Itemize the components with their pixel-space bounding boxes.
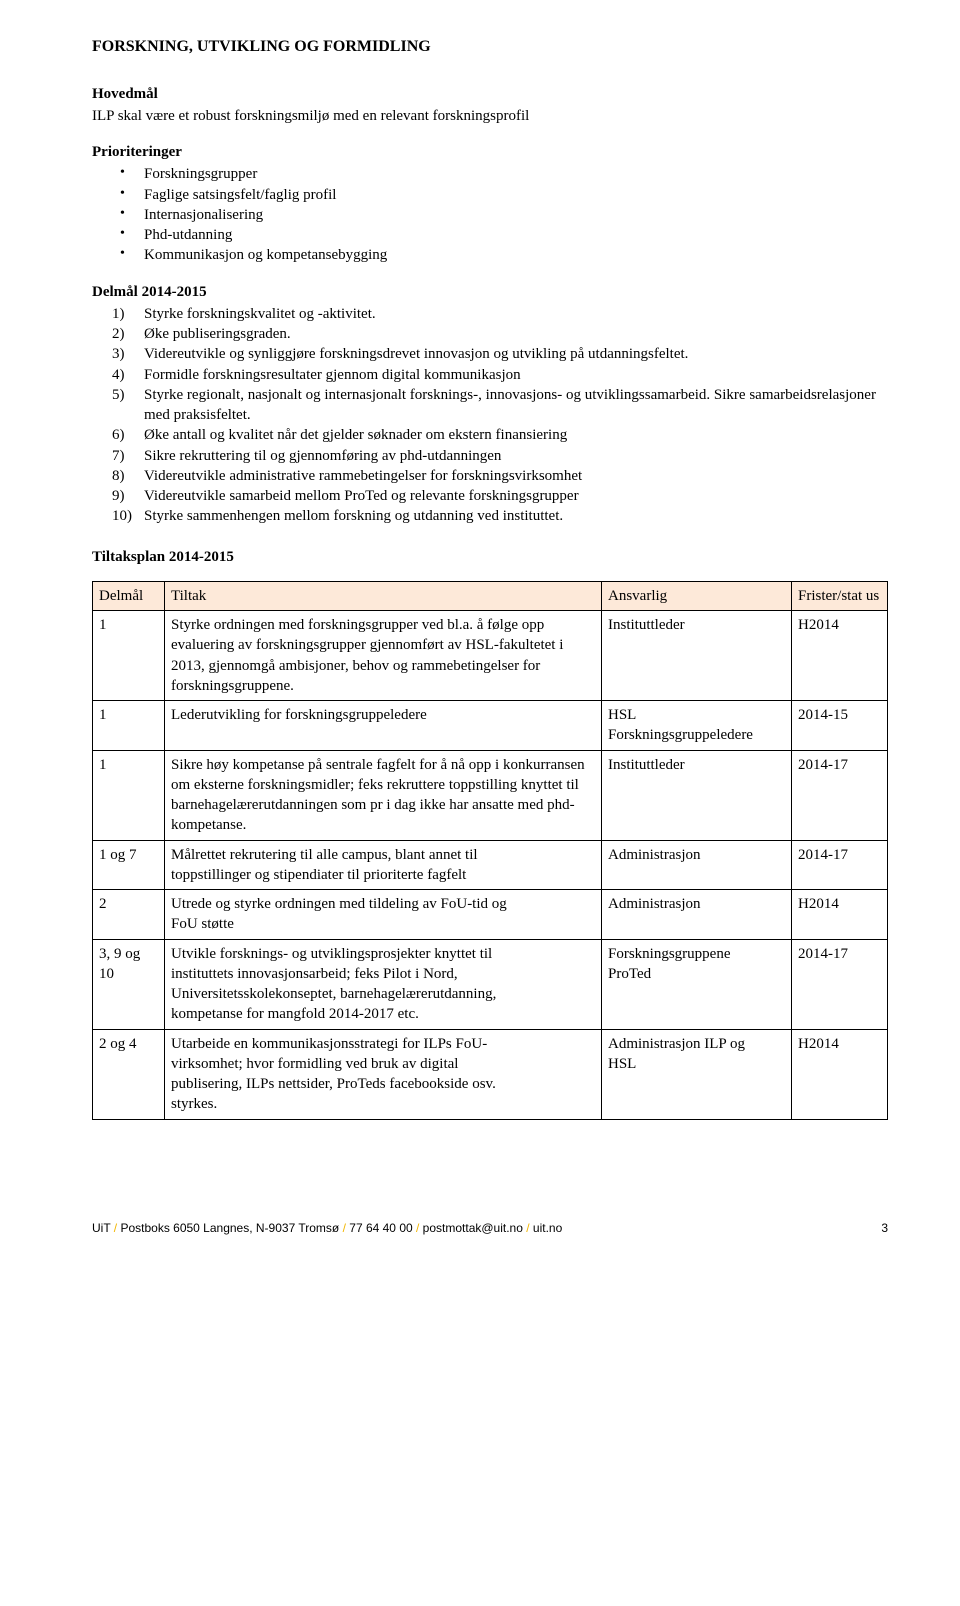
cell-delmal: 1 (93, 701, 165, 751)
table-body: 1Styrke ordningen med forskningsgrupper … (93, 611, 888, 1120)
cell-delmal: 1 og 7 (93, 840, 165, 890)
table-row: 3, 9 og 10Utvikle forsknings- og utvikli… (93, 939, 888, 1029)
cell-ansvarlig: HSLForskningsgruppeledere (602, 701, 792, 751)
prioriteringer-list: Forskningsgrupper Faglige satsingsfelt/f… (92, 164, 888, 265)
cell-tiltak: Målrettet rekrutering til alle campus, b… (165, 840, 602, 890)
cell-tiltak: Sikre høy kompetanse på sentrale fagfelt… (165, 750, 602, 840)
cell-tiltak: Utrede og styrke ordningen med tildeling… (165, 890, 602, 940)
cell-delmal: 1 (93, 611, 165, 701)
th-ansvarlig: Ansvarlig (602, 581, 792, 610)
delmal-list: Styrke forskningskvalitet og -aktivitet.… (92, 304, 888, 527)
cell-tiltak: Lederutvikling for forskningsgruppeleder… (165, 701, 602, 751)
list-item: Forskningsgrupper (144, 164, 888, 184)
list-item: Styrke forskningskvalitet og -aktivitet. (144, 304, 888, 324)
hovedmal-text: ILP skal være et robust forskningsmiljø … (92, 106, 888, 126)
cell-frist: H2014 (792, 611, 888, 701)
cell-delmal: 3, 9 og 10 (93, 939, 165, 1029)
cell-frist: 2014-17 (792, 750, 888, 840)
cell-tiltak: Utvikle forsknings- og utviklingsprosjek… (165, 939, 602, 1029)
cell-frist: H2014 (792, 890, 888, 940)
cell-delmal: 2 (93, 890, 165, 940)
cell-frist: 2014-17 (792, 840, 888, 890)
cell-ansvarlig: Instituttleder (602, 611, 792, 701)
cell-ansvarlig: ForskningsgruppeneProTed (602, 939, 792, 1029)
cell-ansvarlig: Administrasjon (602, 840, 792, 890)
cell-frist: 2014-17 (792, 939, 888, 1029)
footer-page-number: 3 (881, 1220, 888, 1236)
hovedmal-heading: Hovedmål (92, 84, 888, 104)
table-row: 2Utrede og styrke ordningen med tildelin… (93, 890, 888, 940)
cell-delmal: 1 (93, 750, 165, 840)
table-row: 2 og 4Utarbeide en kommunikasjonsstrateg… (93, 1029, 888, 1119)
list-item: Øke publiseringsgraden. (144, 324, 888, 344)
cell-frist: H2014 (792, 1029, 888, 1119)
list-item: Internasjonalisering (144, 205, 888, 225)
prioriteringer-heading: Prioriteringer (92, 142, 888, 162)
cell-ansvarlig: Administrasjon (602, 890, 792, 940)
table-row: 1Styrke ordningen med forskningsgrupper … (93, 611, 888, 701)
page-footer: UiT / Postboks 6050 Langnes, N-9037 Trom… (0, 1220, 960, 1256)
table-row: 1Lederutvikling for forskningsgruppelede… (93, 701, 888, 751)
th-tiltak: Tiltak (165, 581, 602, 610)
cell-ansvarlig: Instituttleder (602, 750, 792, 840)
cell-ansvarlig: Administrasjon ILP ogHSL (602, 1029, 792, 1119)
list-item: Phd-utdanning (144, 225, 888, 245)
footer-address: UiT / Postboks 6050 Langnes, N-9037 Trom… (92, 1220, 562, 1236)
page-title: FORSKNING, UTVIKLING OG FORMIDLING (92, 36, 888, 58)
table-row: 1 og 7Målrettet rekrutering til alle cam… (93, 840, 888, 890)
list-item: Videreutvikle samarbeid mellom ProTed og… (144, 486, 888, 506)
list-item: Styrke sammenhengen mellom forskning og … (144, 506, 888, 526)
cell-frist: 2014-15 (792, 701, 888, 751)
cell-tiltak: Utarbeide en kommunikasjonsstrategi for … (165, 1029, 602, 1119)
cell-delmal: 2 og 4 (93, 1029, 165, 1119)
list-item: Kommunikasjon og kompetansebygging (144, 245, 888, 265)
cell-tiltak: Styrke ordningen med forskningsgrupper v… (165, 611, 602, 701)
th-frist: Frister/stat us (792, 581, 888, 610)
list-item: Videreutvikle og synliggjøre forskningsd… (144, 344, 888, 364)
th-delmal: Delmål (93, 581, 165, 610)
table-row: 1Sikre høy kompetanse på sentrale fagfel… (93, 750, 888, 840)
table-header-row: Delmål Tiltak Ansvarlig Frister/stat us (93, 581, 888, 610)
list-item: Formidle forskningsresultater gjennom di… (144, 365, 888, 385)
list-item: Videreutvikle administrative rammebeting… (144, 466, 888, 486)
delmal-heading: Delmål 2014-2015 (92, 282, 888, 302)
list-item: Øke antall og kvalitet når det gjelder s… (144, 425, 888, 445)
list-item: Faglige satsingsfelt/faglig profil (144, 185, 888, 205)
list-item: Sikre rekruttering til og gjennomføring … (144, 446, 888, 466)
tiltaksplan-table: Delmål Tiltak Ansvarlig Frister/stat us … (92, 581, 888, 1120)
tiltaksplan-heading: Tiltaksplan 2014-2015 (92, 547, 888, 567)
list-item: Styrke regionalt, nasjonalt og internasj… (144, 385, 888, 426)
